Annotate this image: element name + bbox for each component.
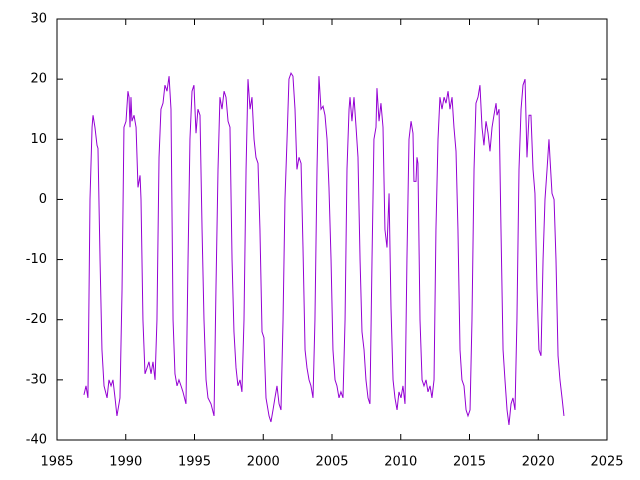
y-tick-label: -30 <box>26 372 47 387</box>
y-tick-label: 0 <box>39 192 47 207</box>
y-tick-label: -40 <box>26 433 47 448</box>
y-tick-label: 30 <box>30 12 47 27</box>
x-tick-label: 2025 <box>590 455 623 470</box>
y-tick-label: 10 <box>30 132 47 147</box>
x-tick-label: 1990 <box>109 455 142 470</box>
y-tick-label: 20 <box>30 72 47 87</box>
y-tick-label: -10 <box>26 252 47 267</box>
x-tick-label: 1995 <box>178 455 211 470</box>
x-tick-label: 2010 <box>384 455 417 470</box>
y-tick-label: -20 <box>26 312 47 327</box>
x-tick-label: 1985 <box>40 455 73 470</box>
data-line <box>83 71 565 426</box>
x-tick-label: 2015 <box>453 455 486 470</box>
x-tick-label: 2020 <box>522 455 555 470</box>
x-tick-label: 2005 <box>315 455 348 470</box>
x-tick-label: 2000 <box>247 455 280 470</box>
